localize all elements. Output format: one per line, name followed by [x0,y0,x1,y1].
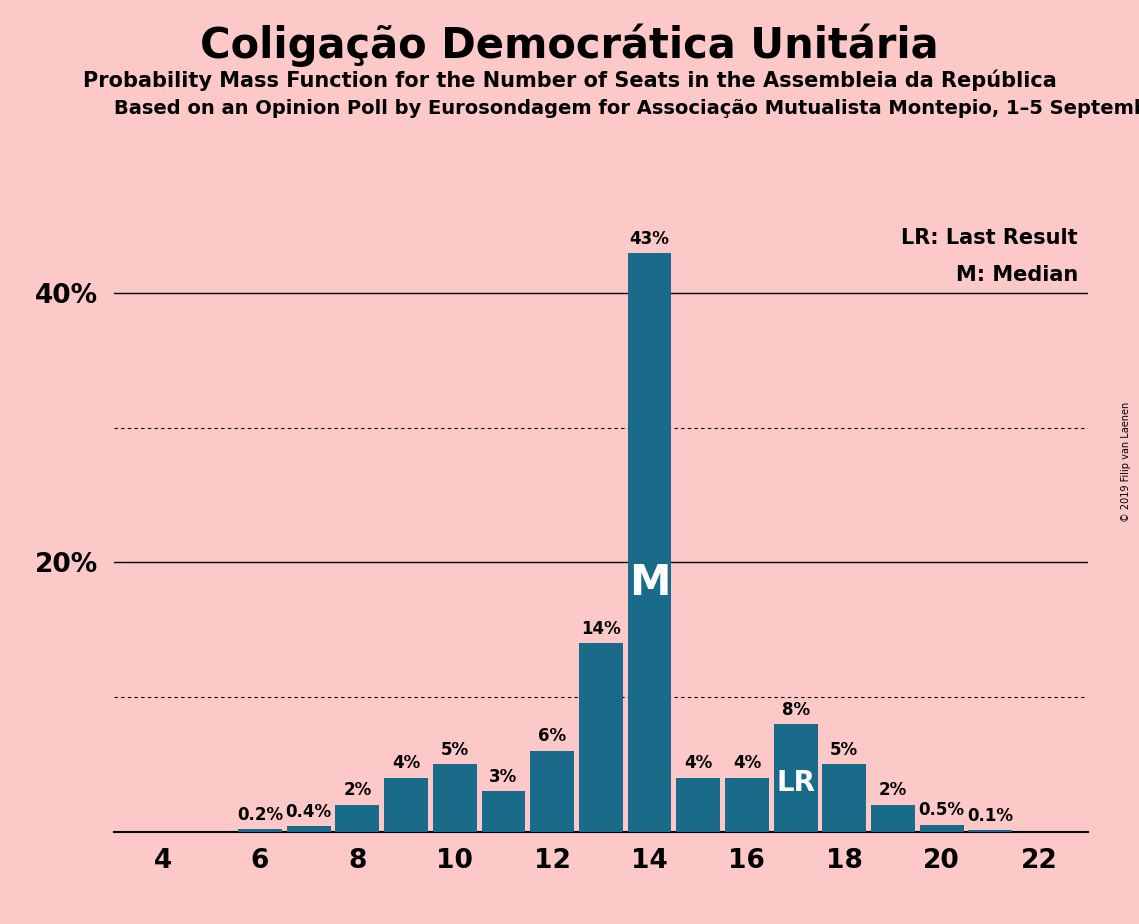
Bar [579,643,623,832]
Bar [871,805,915,832]
Bar [677,778,720,832]
Text: 5%: 5% [830,741,859,759]
Bar [384,778,428,832]
Bar [726,778,769,832]
Bar [968,831,1013,832]
Text: 0.1%: 0.1% [967,807,1014,825]
Bar [433,764,476,832]
Text: Coligação Democrática Unitária: Coligação Democrática Unitária [200,23,939,67]
Bar [482,791,525,832]
Text: 0.2%: 0.2% [237,806,282,823]
Text: M: M [629,562,670,603]
Bar [531,751,574,832]
Bar [336,805,379,832]
Text: M: Median: M: Median [956,265,1077,286]
Bar [628,253,671,832]
Text: 43%: 43% [630,229,670,248]
Text: 4%: 4% [392,754,420,772]
Text: 2%: 2% [343,782,371,799]
Text: 4%: 4% [732,754,761,772]
Text: 6%: 6% [538,727,566,746]
Text: LR: LR [776,769,816,797]
Bar [238,829,281,832]
Bar [920,825,964,832]
Text: 0.5%: 0.5% [919,801,965,820]
Text: 0.4%: 0.4% [286,803,331,821]
Text: 2%: 2% [879,782,907,799]
Text: LR: Last Result: LR: Last Result [901,228,1077,248]
Text: 3%: 3% [490,768,517,785]
Text: © 2019 Filip van Laenen: © 2019 Filip van Laenen [1121,402,1131,522]
Bar [287,826,330,832]
Text: 5%: 5% [441,741,469,759]
Text: 14%: 14% [581,620,621,638]
Bar [773,723,818,832]
Text: Probability Mass Function for the Number of Seats in the Assembleia da República: Probability Mass Function for the Number… [83,69,1056,91]
Text: 4%: 4% [685,754,712,772]
Text: Based on an Opinion Poll by Eurosondagem for Associação Mutualista Montepio, 1–5: Based on an Opinion Poll by Eurosondagem… [114,99,1139,118]
Bar [822,764,866,832]
Text: 8%: 8% [781,700,810,719]
